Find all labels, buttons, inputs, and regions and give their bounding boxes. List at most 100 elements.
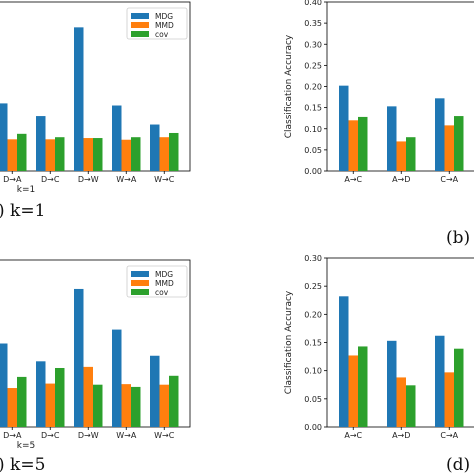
caption-value: k=5 [10, 455, 45, 474]
legend-swatch-cov [131, 31, 149, 37]
x-tick-label: D→W [78, 431, 99, 440]
bar-cov-5 [169, 375, 179, 427]
bar-cov-2 [406, 137, 416, 171]
x-tick-label: W→A [116, 431, 137, 440]
y-tick-label: 0.15 [304, 339, 322, 348]
x-tick-label: D→A [3, 175, 22, 184]
bar-cov-3 [93, 138, 103, 171]
y-tick-label: 0.20 [304, 83, 322, 92]
bar-mdg-2 [387, 106, 397, 171]
bar-mmd-5 [159, 137, 169, 171]
bar-cov-4 [131, 386, 141, 427]
bar-mmd-2 [45, 139, 55, 171]
legend-label-mmd: MMD [155, 21, 174, 30]
y-tick-label: 0.35 [304, 19, 322, 28]
x-axis-label: k=1 [17, 185, 35, 195]
legend-label-cov: cov [155, 288, 169, 297]
bar-cov-3 [454, 348, 464, 427]
x-tick-label: A→D [392, 431, 410, 440]
bar-mdg-2 [387, 340, 397, 427]
legend-swatch-mmd [131, 280, 149, 286]
bar-mmd-2 [396, 377, 406, 427]
x-tick-label: W→C [154, 431, 175, 440]
y-axis-label: Classification Accuracy [284, 34, 294, 138]
chart-panel-right-bottom: 0.00 0.05 0.10 0.15 0.20 0.25 0.30 Classificati… [284, 254, 474, 474]
bar-cov-5 [169, 132, 179, 171]
y-tick-label: 0.00 [304, 423, 322, 432]
legend-swatch-mdg [131, 271, 149, 277]
bar-mmd-2 [45, 383, 55, 427]
bar-mmd-1 [7, 388, 17, 427]
legend-label-mdg: MDG [155, 270, 173, 279]
legend-label-cov: cov [155, 30, 169, 39]
bar-mmd-4 [121, 139, 131, 171]
x-axis-label: k=5 [17, 441, 35, 451]
bar-mdg-3 [74, 27, 84, 171]
y-tick-label: 0.10 [304, 125, 322, 134]
legend-label-mdg: MDG [155, 12, 173, 21]
x-tick-label: W→C [154, 175, 175, 184]
y-tick-label: 0.25 [304, 61, 322, 70]
legend-swatch-cov [131, 289, 149, 295]
legend-swatch-mmd [131, 22, 149, 28]
x-tick-label: C→A [440, 431, 458, 440]
legend-swatch-mdg [131, 13, 149, 19]
bar-mdg-4 [112, 105, 122, 171]
bar-cov-1 [358, 346, 368, 427]
panel-caption: (d) [446, 455, 470, 474]
x-tick-label: D→C [41, 175, 60, 184]
bar-cov-1 [17, 376, 27, 427]
x-tick-label: D→W [78, 175, 99, 184]
bar-mdg-3 [435, 98, 445, 171]
bar-cov-4 [131, 137, 141, 171]
bar-mmd-4 [121, 384, 131, 427]
bar-mdg-1 [0, 343, 8, 427]
bar-mmd-1 [7, 139, 17, 171]
bar-cov-3 [454, 116, 464, 171]
bar-mmd-3 [444, 125, 454, 171]
x-tick-label: D→A [3, 431, 22, 440]
x-tick-label: C→A [440, 175, 458, 184]
y-tick-label: 0.05 [304, 146, 322, 155]
panel-caption: (b) [446, 228, 470, 248]
bar-mmd-2 [396, 141, 406, 171]
x-tick-label: A→C [344, 431, 362, 440]
bar-mmd-5 [159, 384, 169, 427]
bar-cov-1 [358, 116, 368, 171]
y-tick-label: 0.30 [304, 40, 322, 49]
bar-cov-3 [93, 384, 103, 427]
y-tick-label: 0.25 [304, 282, 322, 291]
chart-panel-right-top: 0.00 0.05 0.10 0.15 0.20 0.25 0.30 0.35 0.40 Clas… [284, 0, 474, 248]
y-tick-label: 0.10 [304, 367, 322, 376]
y-tick-label: 0.15 [304, 104, 322, 113]
bar-cov-2 [406, 385, 416, 427]
bar-mmd-1 [348, 120, 358, 171]
y-tick-label: 0.05 [304, 395, 322, 404]
y-tick-label: 0.40 [304, 0, 322, 7]
x-tick-label: A→D [392, 175, 410, 184]
y-tick-label: 0.20 [304, 310, 322, 319]
bar-cov-2 [55, 367, 65, 427]
y-tick-label: 0.30 [304, 254, 322, 263]
caption-paren: ) [0, 201, 10, 221]
bar-mdg-4 [112, 329, 122, 427]
bar-mmd-3 [83, 366, 93, 427]
bar-mdg-1 [339, 296, 349, 427]
bar-mmd-3 [444, 372, 454, 427]
y-tick-label: 0.00 [304, 167, 322, 176]
panel-caption: ) k=5 [0, 455, 45, 474]
bar-mdg-5 [150, 124, 160, 171]
y-axis-label: Classification Accuracy [284, 290, 294, 394]
legend-label-mmd: MMD [155, 279, 174, 288]
x-tick-label: W→A [116, 175, 137, 184]
bar-mdg-3 [435, 335, 445, 427]
caption-value: k=1 [10, 201, 45, 221]
bar-cov-1 [17, 133, 27, 171]
bar-cov-2 [55, 137, 65, 171]
bar-mdg-5 [150, 355, 160, 427]
bar-mdg-1 [0, 103, 8, 171]
x-tick-label: D→C [41, 431, 60, 440]
